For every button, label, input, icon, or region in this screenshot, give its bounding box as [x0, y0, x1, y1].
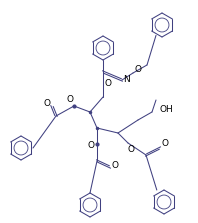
Text: O: O: [162, 140, 168, 149]
Text: O: O: [134, 66, 142, 74]
Text: O: O: [67, 95, 73, 103]
Text: N: N: [124, 74, 130, 83]
Text: O: O: [128, 145, 134, 155]
Text: O: O: [111, 161, 118, 169]
Text: O: O: [88, 142, 94, 151]
Text: O: O: [44, 99, 50, 107]
Text: O: O: [105, 80, 111, 89]
Text: OH: OH: [159, 105, 173, 114]
